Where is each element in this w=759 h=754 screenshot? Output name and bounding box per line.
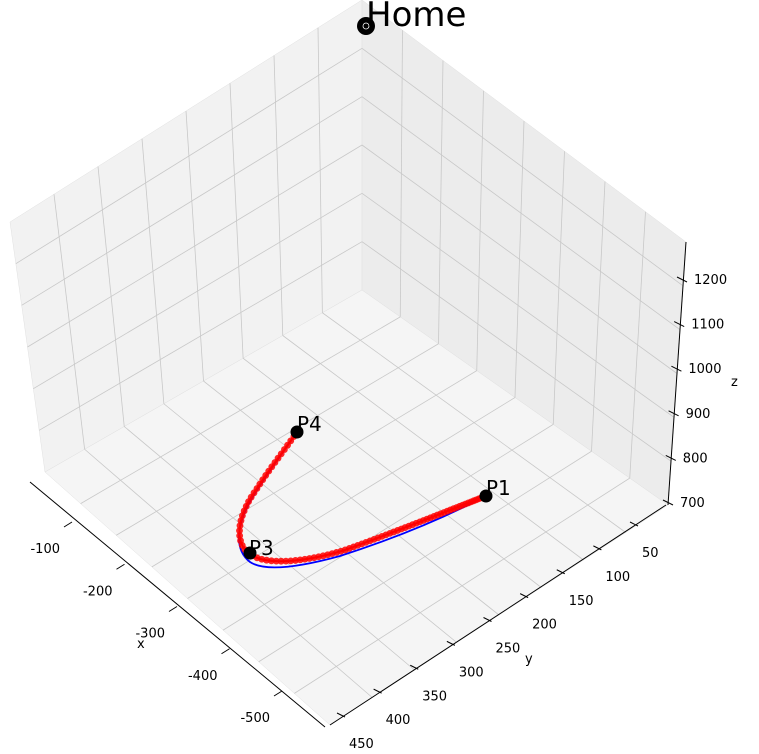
z-axis-line — [667, 241, 687, 506]
z-tick — [673, 321, 685, 328]
x-tick-label: -200 — [83, 584, 113, 599]
y-tick — [410, 664, 419, 670]
y-tick-label: 350 — [422, 689, 447, 704]
y-tick-label: 250 — [496, 642, 521, 657]
x-axis-label: x — [137, 637, 145, 652]
y-tick — [336, 712, 346, 718]
x-tick — [168, 606, 178, 612]
red-trajectory-marker — [236, 532, 244, 540]
y-tick-label: 400 — [386, 713, 411, 728]
y-tick — [629, 521, 639, 527]
grid-line — [15, 47, 363, 265]
y-tick — [446, 640, 456, 646]
point-p1-label: P1 — [486, 476, 511, 500]
y-tick — [593, 545, 602, 551]
grid-line — [361, 144, 678, 374]
x-tick-label: -100 — [30, 542, 60, 557]
x-tick — [221, 648, 230, 655]
red-trajectory-marker — [272, 557, 280, 565]
z-ticks: 700 800 900 1000 1100 1200 — [662, 273, 727, 511]
x-tick — [116, 563, 125, 570]
x-ticks: -100 -200 -300 -400 -500 — [30, 521, 283, 726]
grid-line — [361, 241, 672, 462]
y-axis-label: y — [525, 652, 533, 667]
y-tick — [483, 617, 492, 622]
grid-lines — [15, 27, 684, 698]
point-p3-label: P3 — [249, 536, 274, 560]
y-tick-label: 100 — [605, 570, 630, 585]
grid-line — [322, 312, 626, 533]
z-tick — [665, 454, 677, 461]
y-tick — [519, 593, 529, 599]
y-axis-line — [329, 504, 667, 726]
z-tick-label: 800 — [683, 451, 708, 466]
chart-title: Home — [366, 0, 466, 35]
y-tick-label: 200 — [532, 618, 557, 633]
grid-line — [361, 193, 675, 418]
z-tick-label: 900 — [686, 407, 711, 422]
y-tick-label: 300 — [459, 665, 484, 680]
grid-line — [361, 48, 684, 287]
point-p4 — [290, 425, 304, 439]
grid-line — [242, 357, 542, 588]
z-tick-label: 1000 — [688, 362, 721, 377]
y-tick-label: 450 — [349, 737, 374, 752]
grid-line — [38, 241, 363, 431]
x-tick-label: -500 — [240, 711, 270, 726]
grid-line — [33, 192, 363, 390]
point-p4-label: P4 — [297, 412, 322, 436]
y-ticks: 50 100 150 200 250 300 350 400 450 — [336, 521, 659, 752]
x-tick — [273, 690, 283, 697]
grid-line — [294, 477, 630, 694]
grid-line — [187, 397, 516, 599]
point-home — [357, 17, 375, 35]
red-trajectory-marker — [282, 557, 290, 565]
z-tick — [668, 410, 679, 417]
z-tick-label: 1200 — [694, 273, 727, 288]
y-tick-label: 50 — [642, 546, 659, 561]
red-trajectory-marker — [236, 527, 243, 535]
grid-line — [282, 335, 584, 561]
grid-line — [258, 450, 592, 663]
x-axis-line — [29, 481, 326, 728]
x-tick — [63, 521, 73, 528]
z-axis-label: z — [731, 375, 738, 390]
grid-line — [361, 96, 681, 330]
y-tick-label: 150 — [569, 594, 594, 609]
x-tick-label: -300 — [135, 627, 165, 642]
red-trajectory-marker — [277, 557, 285, 565]
z-tick-label: 1100 — [691, 318, 724, 333]
point-home-inner-icon — [362, 22, 370, 30]
grid-line — [21, 96, 363, 306]
z-tick — [676, 276, 688, 283]
point-p1 — [479, 489, 493, 503]
y-tick — [373, 688, 382, 694]
y-tick — [556, 569, 565, 575]
grid-line — [222, 424, 554, 631]
z-tick-label: 700 — [680, 496, 705, 511]
point-p3 — [243, 546, 257, 560]
grid-line — [27, 144, 363, 348]
z-tick — [662, 499, 674, 506]
z-tick — [671, 365, 682, 372]
x-tick-label: -400 — [188, 669, 218, 684]
